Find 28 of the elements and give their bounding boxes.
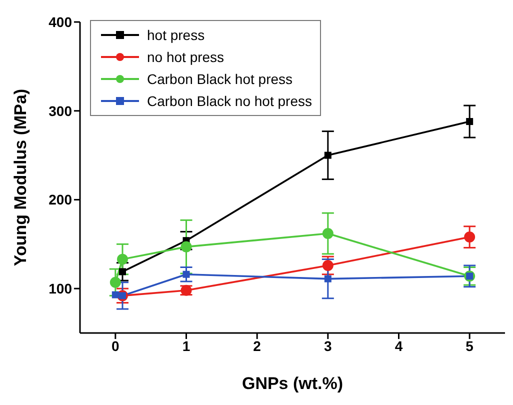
x-tick-label: 3 xyxy=(324,338,332,354)
y-tick-label: 400 xyxy=(48,14,72,30)
point xyxy=(117,254,128,265)
x-axis-title: GNPs (wt.%) xyxy=(242,374,344,393)
x-tick-label: 2 xyxy=(253,338,262,354)
point xyxy=(119,268,126,276)
legend-label: Carbon Black no hot press xyxy=(147,93,312,109)
point xyxy=(322,260,334,271)
point xyxy=(324,275,332,282)
legend-label: Carbon Black hot press xyxy=(147,71,293,87)
y-tick-label: 300 xyxy=(48,102,72,119)
x-tick-label: 0 xyxy=(112,338,120,354)
point xyxy=(110,276,121,288)
legend-label: no hot press xyxy=(147,49,224,65)
legend-label: hot press xyxy=(147,27,205,43)
y-axis-title: Young Modulus (MPa) xyxy=(11,88,30,266)
point xyxy=(180,241,192,252)
x-tick-label: 4 xyxy=(394,338,403,354)
point xyxy=(112,291,119,298)
x-tick-label: 5 xyxy=(466,338,474,354)
point xyxy=(464,232,476,243)
x-tick-label: 1 xyxy=(182,338,190,354)
point xyxy=(324,152,332,159)
point xyxy=(182,270,190,278)
y-tick-label: 100 xyxy=(48,280,72,297)
point xyxy=(322,228,334,239)
y-tick-label: 200 xyxy=(48,192,72,208)
point xyxy=(466,118,474,126)
